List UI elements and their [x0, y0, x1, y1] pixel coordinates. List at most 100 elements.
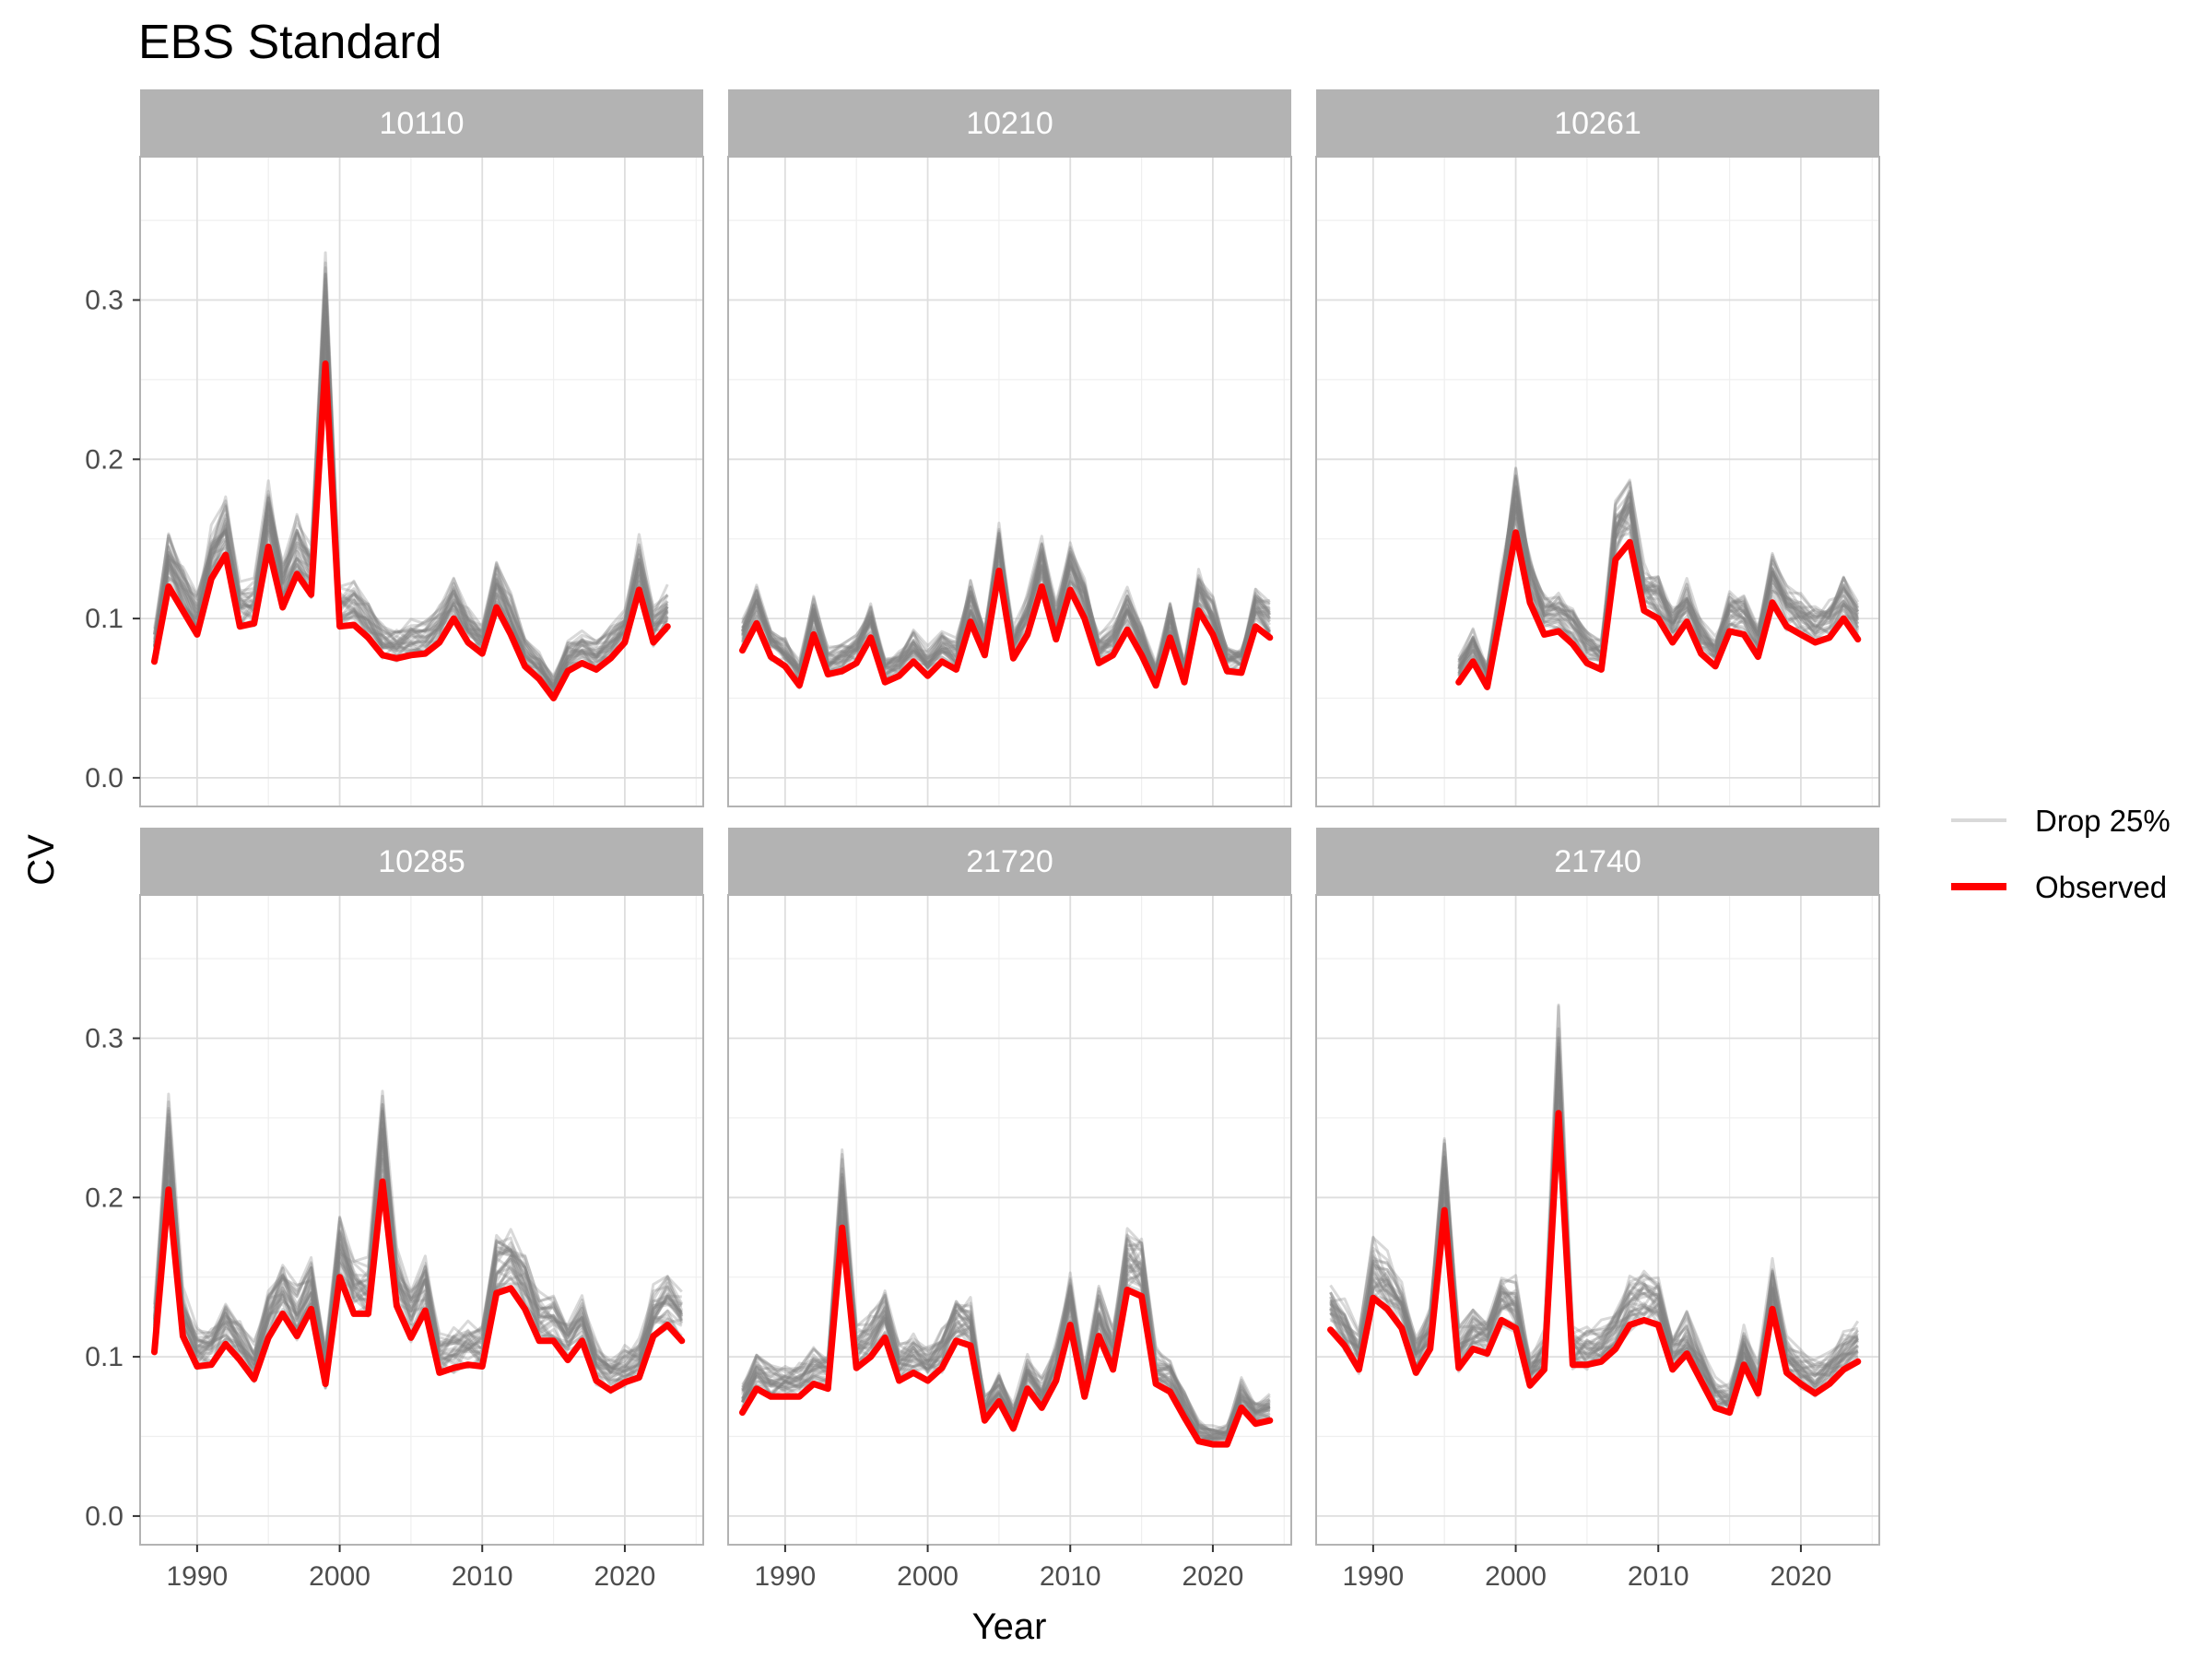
replicate-line-10110	[153, 272, 669, 693]
replicate-line-21720	[741, 1182, 1271, 1435]
replicate-line-10110	[153, 266, 669, 688]
replicate-line-10261	[1457, 467, 1860, 668]
panel-border-21740	[1315, 894, 1880, 1546]
replicate-line-21740	[1329, 1040, 1859, 1396]
y-axis-title: CV	[21, 834, 62, 886]
panel-10110: 10110 0.0 0.1 0.2 0.3	[85, 89, 704, 807]
replicate-line-10285	[153, 1128, 684, 1365]
replicate-line-10285	[153, 1137, 683, 1387]
strip-21720	[728, 828, 1291, 895]
panel-21740: 21740 1990 2000 2010 2020	[1315, 828, 1880, 1592]
replicate-line-10110	[153, 261, 669, 684]
replicate-line-10261	[1457, 492, 1860, 679]
replicate-line-10110	[153, 320, 668, 688]
replicate-line-10110	[153, 306, 669, 692]
replicate-line-10285	[153, 1102, 683, 1371]
panel-border-10110	[139, 156, 704, 807]
panels-layer: 10110 0.0 0.1 0.2 0.3 10210 10261 10285 0.0 0.1 0.…	[85, 89, 1880, 1592]
replicate-line-10261	[1457, 506, 1860, 675]
replicate-line-10110	[153, 251, 669, 681]
replicate-line-10210	[741, 538, 1271, 669]
replicate-line-10261	[1457, 474, 1860, 671]
replicate-line-10285	[153, 1127, 683, 1383]
replicate-line-10261	[1457, 486, 1859, 672]
panel-border-10261	[1315, 156, 1880, 807]
strip-label-21740: 21740	[1554, 844, 1641, 879]
replicate-line-10110	[153, 277, 669, 681]
replicate-line-21740	[1329, 1069, 1859, 1411]
axis-layer: Year CV	[21, 834, 1046, 1647]
replicate-line-10285	[153, 1155, 683, 1379]
replicate-line-10210	[741, 539, 1271, 673]
legend-label-observed: Observed	[2035, 870, 2167, 904]
replicate-line-10210	[741, 537, 1272, 671]
replicate-line-21740	[1329, 1050, 1859, 1390]
replicate-line-10261	[1457, 492, 1860, 671]
replicate-line-10261	[1457, 500, 1860, 675]
x-tick-label: 2010	[1628, 1561, 1689, 1592]
y-tick-label: 0.0	[85, 763, 124, 794]
replicate-line-10261	[1457, 486, 1859, 675]
replicate-line-10285	[153, 1110, 683, 1374]
replicate-line-10261	[1457, 491, 1860, 673]
replicate-line-10285	[153, 1123, 683, 1373]
replicate-line-10210	[741, 544, 1271, 679]
replicate-line-21740	[1329, 1038, 1860, 1394]
replicate-line-21740	[1329, 1053, 1859, 1399]
replicate-line-10261	[1457, 481, 1860, 671]
replicate-line-10261	[1457, 494, 1859, 683]
replicate-line-10210	[741, 527, 1271, 679]
replicate-line-10285	[153, 1112, 682, 1377]
replicate-line-10110	[153, 313, 669, 698]
replicate-line-10110	[153, 290, 668, 690]
replicate-line-10261	[1457, 476, 1860, 678]
replicate-line-10210	[741, 522, 1270, 675]
replicate-line-10210	[741, 550, 1271, 679]
replicate-line-21740	[1329, 1036, 1860, 1398]
x-tick-label: 2010	[452, 1561, 513, 1592]
replicate-line-10110	[153, 295, 669, 688]
replicate-line-10110	[153, 274, 669, 679]
replicate-line-10210	[741, 529, 1270, 673]
replicate-line-10210	[741, 541, 1271, 678]
observed-line-10210	[739, 567, 1274, 689]
replicate-line-21740	[1329, 1046, 1859, 1407]
x-tick-label: 2000	[897, 1561, 959, 1592]
replicate-line-10261	[1457, 518, 1859, 684]
replicate-line-10261	[1457, 500, 1860, 670]
observed-line-10261	[1455, 529, 1862, 690]
x-tick-label: 2000	[309, 1561, 371, 1592]
replicate-line-10261	[1457, 502, 1860, 681]
x-tick-label: 2020	[1182, 1561, 1244, 1592]
replicate-line-10261	[1457, 466, 1860, 676]
replicate-line-21720	[741, 1167, 1271, 1441]
replicate-line-10110	[153, 327, 669, 688]
x-tick-label: 2000	[1485, 1561, 1547, 1592]
replicate-line-10110	[153, 317, 668, 688]
replicate-line-10110	[153, 315, 669, 689]
replicate-line-10285	[153, 1107, 682, 1372]
observed-line-10110	[151, 360, 671, 701]
replicate-line-10110	[153, 272, 669, 690]
legend-label-drop: Drop 25%	[2035, 804, 2171, 838]
y-tick-label: 0.2	[85, 444, 124, 475]
replicate-line-21740	[1329, 1087, 1859, 1411]
replicate-line-21740	[1329, 1027, 1859, 1390]
replicate-line-10285	[153, 1110, 683, 1374]
x-axis-title: Year	[972, 1606, 1047, 1647]
x-tick-label: 2020	[1771, 1561, 1832, 1592]
replicate-line-10285	[153, 1141, 684, 1369]
replicate-line-10261	[1457, 474, 1859, 676]
x-tick-label: 1990	[1342, 1561, 1404, 1592]
replicate-line-10285	[153, 1109, 683, 1377]
replicate-line-10110	[153, 305, 669, 677]
panel-10210: 10210	[727, 89, 1292, 807]
replicate-line-10285	[153, 1121, 683, 1386]
replicate-line-10285	[153, 1158, 683, 1378]
replicate-line-10210	[741, 543, 1271, 676]
x-tick-label: 2020	[594, 1561, 656, 1592]
x-tick-label: 2010	[1040, 1561, 1101, 1592]
y-tick-label: 0.0	[85, 1501, 124, 1532]
replicate-line-10261	[1457, 478, 1860, 665]
strip-label-10110: 10110	[379, 106, 464, 141]
